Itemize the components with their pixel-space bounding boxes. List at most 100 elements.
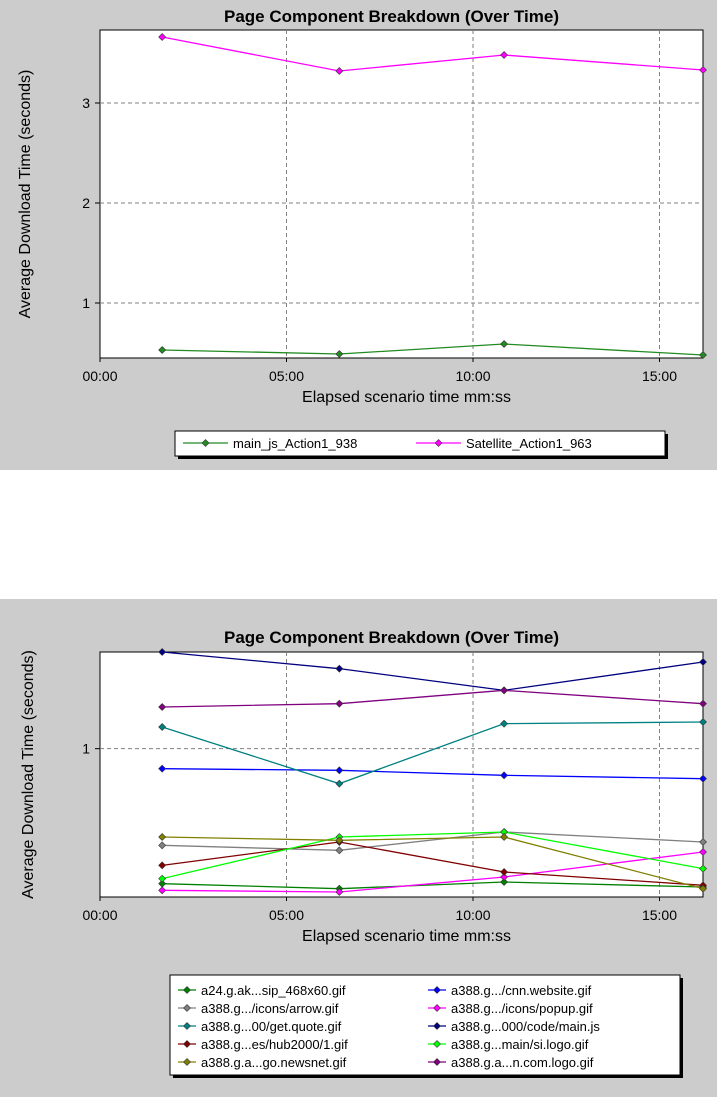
data-point — [699, 718, 707, 726]
legend-marker — [183, 1004, 191, 1012]
data-point — [158, 346, 167, 354]
legend-marker — [433, 1058, 441, 1066]
data-point — [500, 868, 508, 876]
legend-label: a24.g.ak...sip_468x60.gif — [201, 983, 346, 998]
series-line — [162, 831, 704, 880]
x-tick-label: 00:00 — [82, 907, 117, 923]
x-axis-label: Elapsed scenario time mm:ss — [302, 928, 511, 945]
series-line — [162, 36, 704, 72]
data-point — [335, 836, 344, 845]
legend-marker — [183, 1040, 191, 1048]
x-tick-label: 10:00 — [455, 368, 490, 384]
data-point — [335, 664, 344, 673]
data-point — [335, 846, 344, 855]
legend-marker — [201, 439, 210, 447]
legend-label: a388.g.../icons/popup.gif — [451, 1001, 593, 1016]
data-point — [699, 699, 707, 708]
series-line — [162, 831, 704, 851]
y-tick-label: 3 — [82, 95, 90, 111]
series-line — [162, 651, 704, 691]
data-point — [500, 719, 508, 728]
data-point — [158, 33, 167, 41]
legend-marker — [183, 1058, 191, 1066]
data-point — [335, 766, 344, 775]
legend-marker — [433, 1022, 441, 1030]
x-tick-label: 10:00 — [455, 907, 490, 923]
plot-area — [99, 651, 704, 898]
x-tick-label: 15:00 — [642, 368, 677, 384]
data-point — [699, 774, 707, 783]
series-line — [162, 689, 704, 708]
data-point — [500, 873, 508, 881]
data-point — [158, 861, 167, 870]
data-point — [158, 648, 167, 656]
data-point — [158, 833, 167, 841]
data-point — [699, 351, 707, 359]
chart-title: Page Component Breakdown (Over Time) — [224, 7, 559, 26]
chart-panel-1: Page Component Breakdown (Over Time) 1 2 3 0… — [0, 0, 717, 470]
y-tick-label: 1 — [82, 741, 90, 757]
chart-2-svg: Page Component Breakdown (Over Time) 1 00:… — [20, 628, 707, 1078]
data-point — [500, 340, 508, 348]
series-line — [162, 881, 704, 890]
legend-label: a388.g.a...go.newsnet.gif — [201, 1055, 347, 1070]
data-point — [158, 874, 167, 883]
chart-title: Page Component Breakdown (Over Time) — [224, 628, 559, 647]
data-point — [699, 848, 707, 856]
y-axis-label: Average Download Time (seconds) — [17, 70, 34, 319]
legend-label: main_js_Action1_938 — [233, 436, 357, 451]
data-point — [335, 699, 344, 708]
plot-area — [99, 29, 704, 359]
data-point — [335, 350, 344, 358]
legend-marker — [433, 1040, 441, 1048]
data-point — [158, 841, 167, 850]
data-point — [158, 886, 167, 895]
data-point — [500, 878, 508, 886]
series-line — [161, 721, 704, 785]
data-point — [699, 884, 707, 893]
legend-label: a388.g...es/hub2000/1.gif — [201, 1037, 348, 1052]
data-point — [699, 864, 707, 873]
data-point — [699, 658, 707, 666]
data-point — [335, 67, 344, 75]
x-axis-label: Elapsed scenario time mm:ss — [302, 389, 511, 406]
data-point — [500, 51, 508, 59]
y-axis-label: Average Download Time (seconds) — [20, 650, 37, 899]
data-point — [158, 703, 167, 711]
legend-label: a388.g.../icons/arrow.gif — [201, 1001, 339, 1016]
x-tick-label: 05:00 — [269, 368, 304, 384]
data-point — [335, 888, 344, 896]
legend-label: a388.g...main/si.logo.gif — [451, 1037, 589, 1052]
chart-panel-2: Page Component Breakdown (Over Time) 1 00:… — [0, 599, 717, 1097]
data-point — [158, 723, 167, 731]
data-point — [158, 764, 167, 773]
y-tick-label: 1 — [82, 295, 90, 311]
legend-label: a388.g...000/code/main.js — [451, 1019, 600, 1034]
legend-label: a388.g.../cnn.website.gif — [451, 983, 592, 998]
series-line — [162, 851, 704, 893]
data-point — [500, 686, 508, 695]
data-point — [699, 66, 707, 74]
x-tick-label: 00:00 — [82, 368, 117, 384]
legend-label: a388.g.a...n.com.logo.gif — [451, 1055, 594, 1070]
legend-marker — [433, 986, 441, 994]
series-line — [162, 343, 704, 356]
data-point — [500, 771, 508, 780]
data-point — [500, 833, 508, 841]
legend-box — [169, 974, 681, 1076]
data-point — [699, 838, 707, 846]
data-point — [335, 779, 344, 788]
legend-marker — [183, 986, 191, 994]
y-tick-label: 2 — [82, 195, 90, 211]
series-line — [162, 836, 704, 890]
series-line — [162, 841, 704, 886]
legend-label: a388.g...00/get.quote.gif — [201, 1019, 342, 1034]
x-tick-label: 15:00 — [642, 907, 677, 923]
legend-marker — [183, 1022, 191, 1030]
series-line — [162, 768, 704, 780]
chart-1-svg: Page Component Breakdown (Over Time) 1 2 3 0… — [17, 7, 707, 459]
legend-marker — [434, 439, 443, 447]
legend-marker — [433, 1004, 441, 1012]
legend-label: Satellite_Action1_963 — [466, 436, 592, 451]
x-tick-label: 05:00 — [269, 907, 304, 923]
